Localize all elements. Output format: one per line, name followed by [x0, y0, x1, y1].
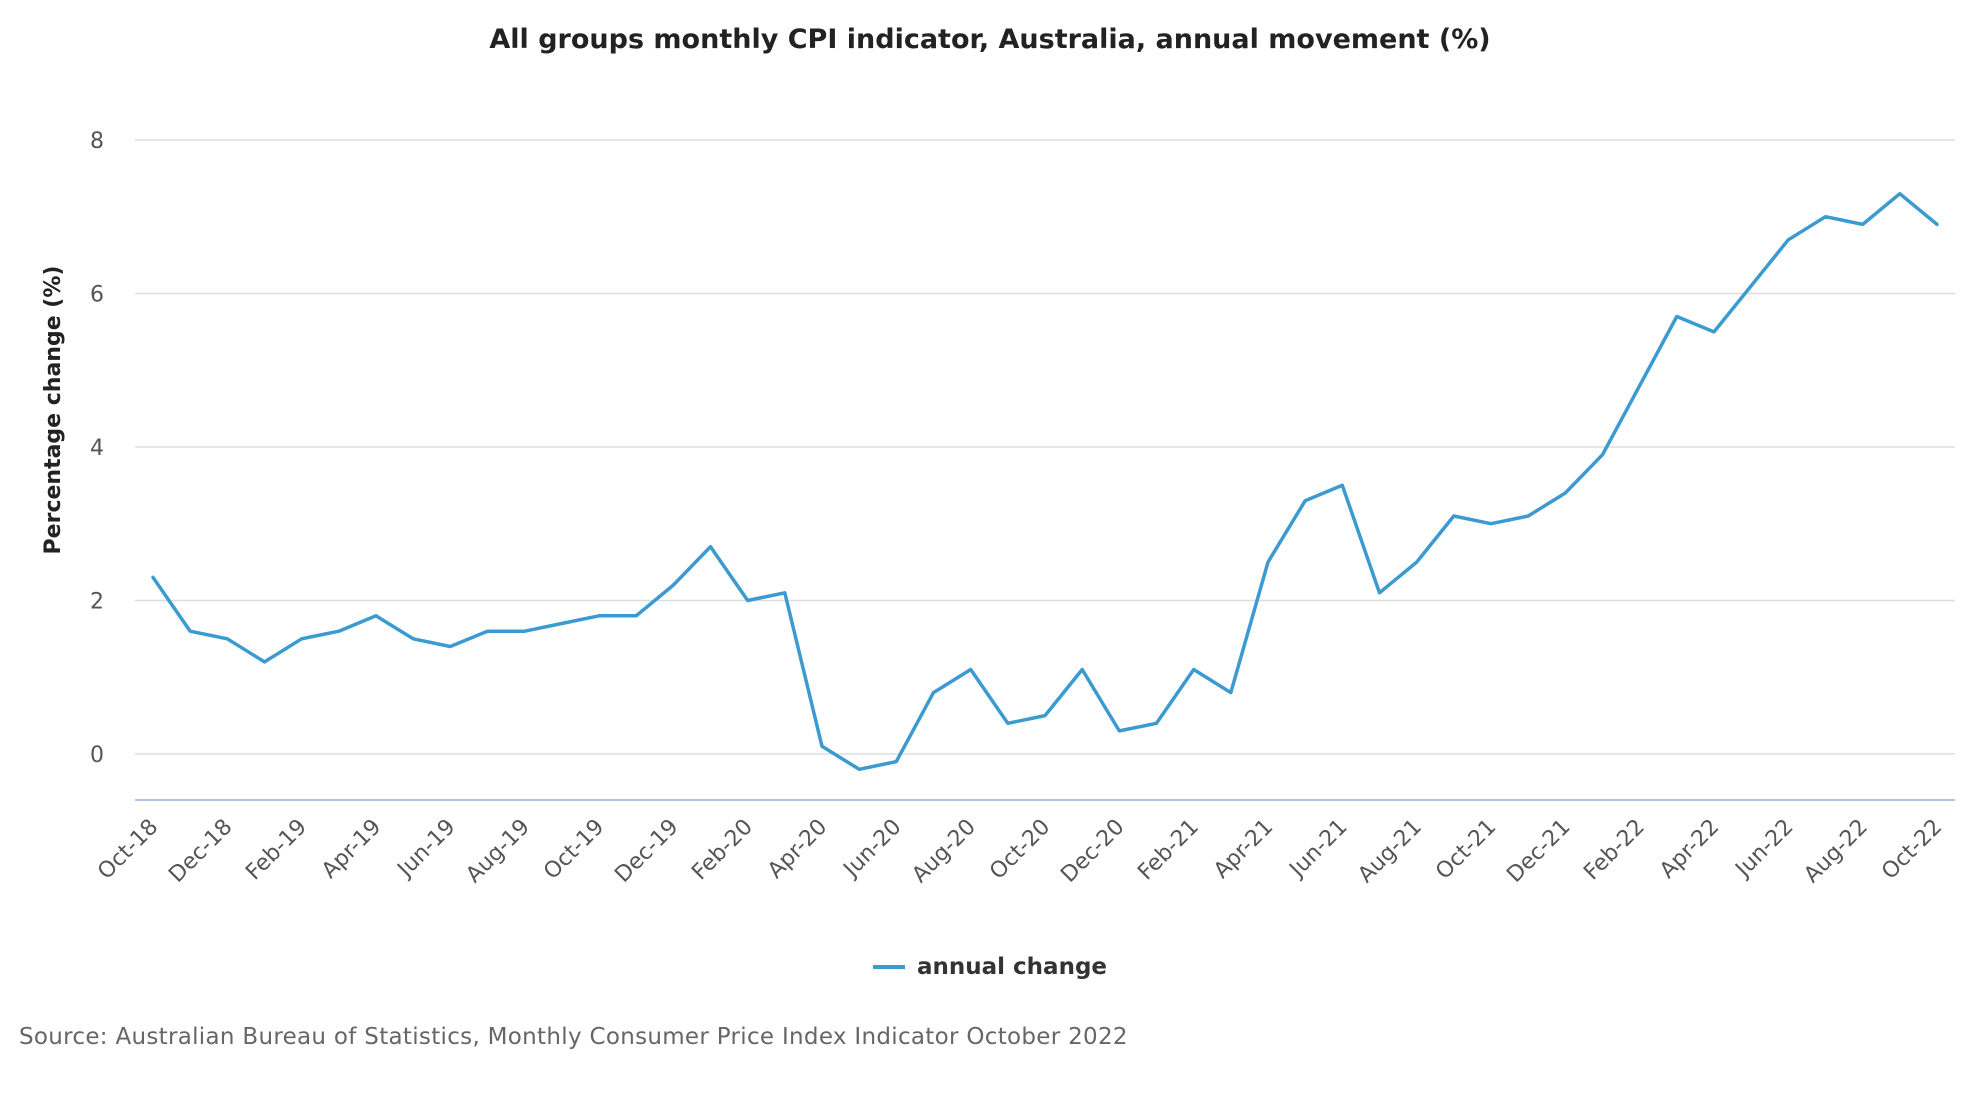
x-tick-label: Feb-19: [241, 815, 312, 886]
x-tick-label: Dec-18: [164, 815, 237, 888]
data-point[interactable]: [1113, 725, 1125, 737]
legend[interactable]: annual change: [0, 954, 1980, 980]
data-point[interactable]: [630, 610, 642, 622]
data-point[interactable]: [593, 610, 605, 622]
data-point[interactable]: [296, 633, 308, 645]
data-point[interactable]: [1708, 326, 1720, 338]
y-axis-label: Percentage change (%): [41, 266, 66, 555]
data-point[interactable]: [1894, 188, 1906, 200]
y-tick-label: 4: [90, 436, 104, 461]
x-tick-label: Feb-20: [687, 815, 758, 886]
x-tick-label: Aug-21: [1353, 815, 1426, 888]
series-layer: [147, 188, 1943, 775]
data-point[interactable]: [705, 541, 717, 553]
data-point[interactable]: [1039, 710, 1051, 722]
data-point[interactable]: [1597, 449, 1609, 461]
gridlines: [135, 139, 1955, 755]
data-point[interactable]: [1745, 280, 1757, 292]
x-tick-label: Jun-21: [1284, 815, 1353, 884]
x-tick-label: Feb-22: [1579, 815, 1650, 886]
y-tick-label: 8: [90, 129, 104, 154]
x-tick-label: Dec-21: [1502, 815, 1575, 888]
data-point[interactable]: [259, 656, 271, 668]
x-tick-label: Aug-20: [907, 815, 980, 888]
x-tick-label: Oct-19: [539, 815, 609, 885]
data-point[interactable]: [556, 617, 568, 629]
x-tick-label: Oct-20: [985, 815, 1055, 885]
data-point[interactable]: [1931, 218, 1943, 230]
data-point[interactable]: [370, 610, 382, 622]
series-line-annual-change[interactable]: [151, 191, 1939, 772]
data-point[interactable]: [1262, 556, 1274, 568]
x-tick-label: Oct-22: [1877, 815, 1947, 885]
data-point[interactable]: [965, 664, 977, 676]
y-tick-label: 0: [90, 743, 104, 768]
x-tick-label: Apr-22: [1655, 815, 1724, 884]
data-point[interactable]: [407, 633, 419, 645]
data-point[interactable]: [1857, 218, 1869, 230]
data-point[interactable]: [333, 625, 345, 637]
x-tick-label: Dec-20: [1056, 815, 1129, 888]
x-tick-label: Oct-21: [1431, 815, 1501, 885]
chart-title: All groups monthly CPI indicator, Austra…: [489, 24, 1491, 55]
data-point[interactable]: [184, 625, 196, 637]
data-point[interactable]: [1448, 510, 1460, 522]
y-tick-label: 6: [90, 282, 104, 307]
data-point[interactable]: [519, 625, 531, 637]
data-point[interactable]: [482, 625, 494, 637]
data-point[interactable]: [1336, 479, 1348, 491]
data-point[interactable]: [1299, 495, 1311, 507]
x-tick-label: Jun-19: [392, 815, 461, 884]
data-point[interactable]: [816, 740, 828, 752]
data-point[interactable]: [1522, 510, 1534, 522]
data-point[interactable]: [1151, 717, 1163, 729]
x-tick-label: Aug-22: [1799, 815, 1872, 888]
data-point[interactable]: [444, 641, 456, 653]
data-point[interactable]: [1820, 211, 1832, 223]
data-point[interactable]: [1411, 556, 1423, 568]
data-point[interactable]: [853, 763, 865, 775]
legend-label: annual change: [916, 954, 1108, 980]
data-point[interactable]: [1188, 664, 1200, 676]
data-point[interactable]: [890, 756, 902, 768]
data-point[interactable]: [1002, 717, 1014, 729]
data-point[interactable]: [1559, 487, 1571, 499]
x-tick-label: Feb-21: [1133, 815, 1204, 886]
x-tick-label: Oct-18: [93, 815, 163, 885]
x-tick-label: Apr-21: [1209, 815, 1278, 884]
data-point[interactable]: [147, 571, 159, 583]
data-point[interactable]: [1671, 311, 1683, 323]
data-point[interactable]: [779, 587, 791, 599]
data-point[interactable]: [1076, 664, 1088, 676]
x-tick-label: Jun-22: [1730, 815, 1799, 884]
data-point[interactable]: [928, 687, 940, 699]
source-note: Source: Australian Bureau of Statistics,…: [19, 1024, 1128, 1050]
y-tick-label: 2: [90, 589, 104, 614]
x-tick-label: Apr-20: [763, 815, 832, 884]
data-point[interactable]: [1225, 687, 1237, 699]
y-axis-ticks: 0 2 4 6 8: [90, 129, 104, 768]
legend-line-swatch: [872, 965, 905, 969]
data-point[interactable]: [1485, 518, 1497, 530]
data-point[interactable]: [1374, 587, 1386, 599]
x-tick-label: Jun-20: [838, 815, 907, 884]
x-tick-label: Aug-19: [461, 815, 534, 888]
x-tick-label: Dec-19: [610, 815, 683, 888]
x-tick-label: Apr-19: [317, 815, 386, 884]
data-point[interactable]: [1782, 234, 1794, 246]
data-point[interactable]: [742, 594, 754, 606]
data-point[interactable]: [667, 579, 679, 591]
data-point[interactable]: [221, 633, 233, 645]
data-point[interactable]: [1634, 380, 1646, 392]
x-axis-ticks: Oct-18 Dec-18 Feb-19 Apr-19 Jun-19 Aug-19 Oct-…: [93, 815, 1947, 888]
